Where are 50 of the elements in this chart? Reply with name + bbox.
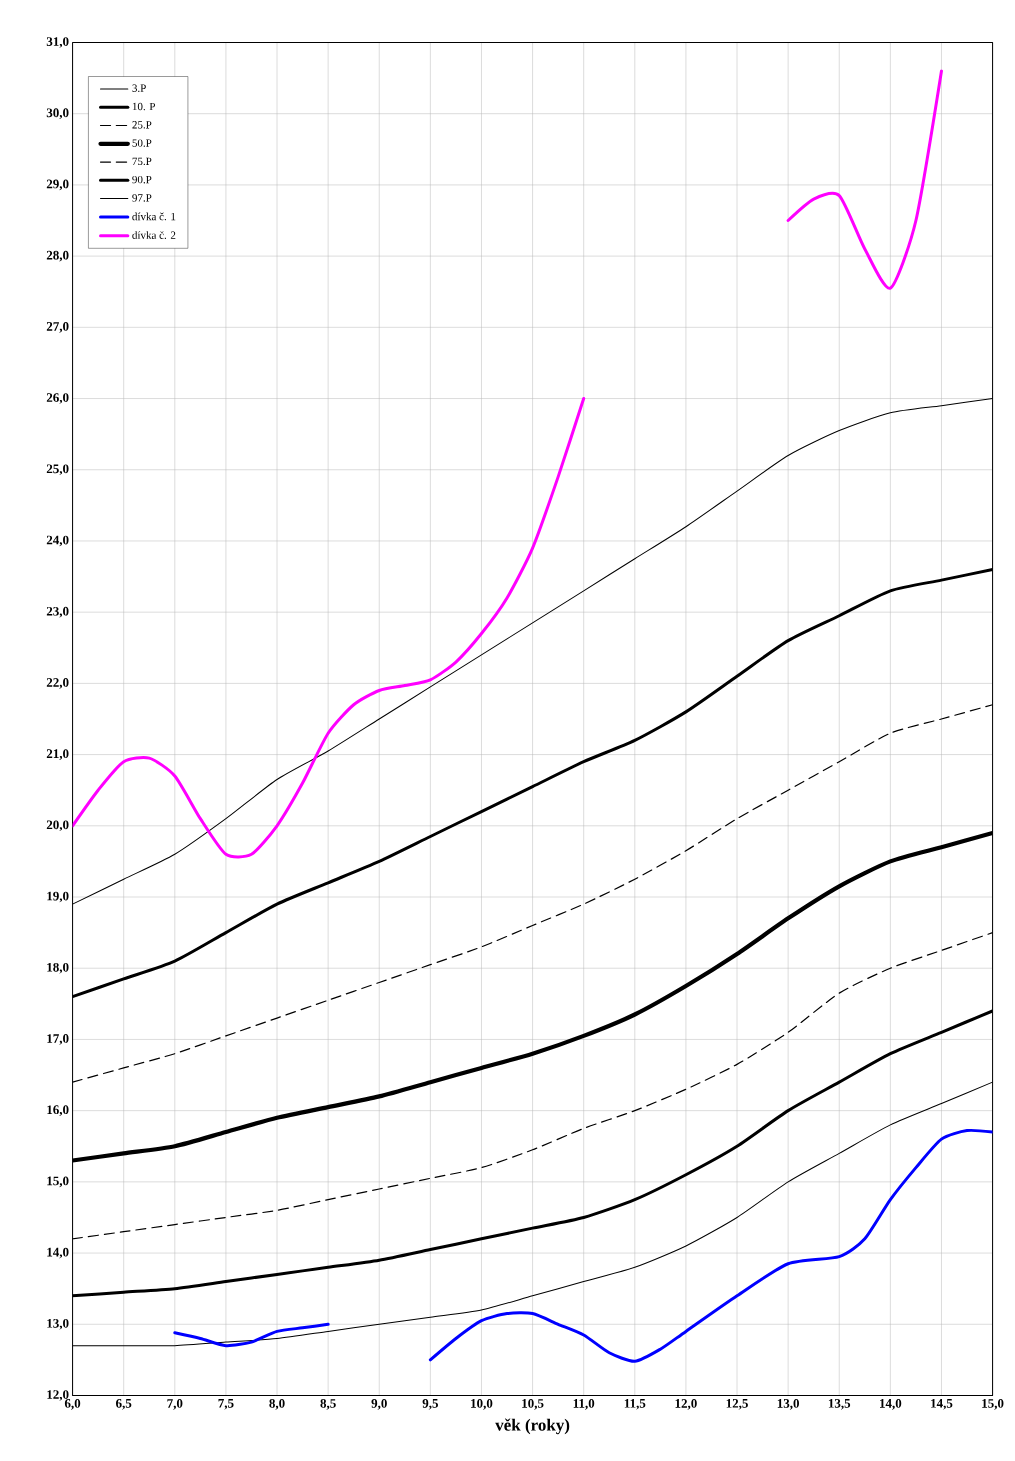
y-tick-label: 26,0 <box>46 393 69 404</box>
y-tick-label: 19,0 <box>47 891 69 903</box>
x-tick-label: 9,5 <box>422 1399 438 1410</box>
y-tick-label: 22,0 <box>46 678 69 689</box>
x-tick-label: 6,0 <box>64 1399 81 1410</box>
y-tick-label: 20,0 <box>46 820 69 832</box>
y-tick-label: 28,0 <box>46 250 69 262</box>
x-tick-label: 13,0 <box>777 1399 800 1410</box>
x-tick-label: 15,0 <box>982 1399 1004 1410</box>
x-tick-label: 7,5 <box>218 1399 234 1410</box>
x-tick-label: 9,0 <box>371 1399 387 1410</box>
x-axis-title: věk (roky) <box>495 1418 570 1435</box>
y-tick-label: 15,0 <box>47 1176 69 1188</box>
x-tick-label: 11,5 <box>624 1399 646 1410</box>
x-tick-label: 11,0 <box>573 1399 595 1410</box>
y-tick-label: 13,0 <box>47 1318 69 1330</box>
legend-label: 50.P <box>132 139 152 147</box>
x-tick-label: 14,5 <box>931 1399 953 1410</box>
y-tick-label: 30,0 <box>46 108 69 120</box>
legend-label: 75.P <box>132 157 152 166</box>
y-tick-label: 27,0 <box>46 322 69 333</box>
y-tick-label: 21,0 <box>46 749 69 760</box>
x-tick-label: 13,5 <box>828 1399 851 1410</box>
x-tick-label: 10,0 <box>471 1399 493 1410</box>
x-tick-label: 12,5 <box>726 1399 748 1410</box>
legend-label: 90.P <box>132 175 152 184</box>
y-tick-label: 24,0 <box>46 535 69 547</box>
legend-label: 10. P <box>132 102 156 111</box>
legend-label: 97.P <box>132 194 152 202</box>
x-tick-label: 14,0 <box>880 1399 902 1410</box>
y-tick-label: 17,0 <box>47 1034 69 1045</box>
x-tick-label: 7,0 <box>167 1399 183 1410</box>
y-tick-label: 23,0 <box>46 606 69 618</box>
y-tick-label: 18,0 <box>47 962 69 974</box>
x-tick-label: 8,5 <box>320 1399 336 1410</box>
legend-label: 3.P <box>132 84 146 92</box>
y-tick-label: 29,0 <box>46 179 69 191</box>
y-tick-label: 12,0 <box>47 1390 69 1401</box>
x-tick-label: 6,5 <box>116 1399 132 1410</box>
line-series <box>72 1009 993 1298</box>
y-tick-label: 31,0 <box>46 37 69 48</box>
y-tick-label: 14,0 <box>47 1247 69 1259</box>
legend-label: dívka č. 1 <box>132 212 176 221</box>
x-tick-label: 12,0 <box>675 1399 697 1410</box>
legend-label: 25.P <box>132 121 152 129</box>
x-tick-label: 10,5 <box>522 1399 544 1410</box>
x-tick-label: 8,0 <box>269 1399 285 1410</box>
y-tick-label: 25,0 <box>46 464 69 476</box>
y-tick-label: 16,0 <box>47 1105 69 1116</box>
legend-label: dívka č. 2 <box>132 231 176 239</box>
